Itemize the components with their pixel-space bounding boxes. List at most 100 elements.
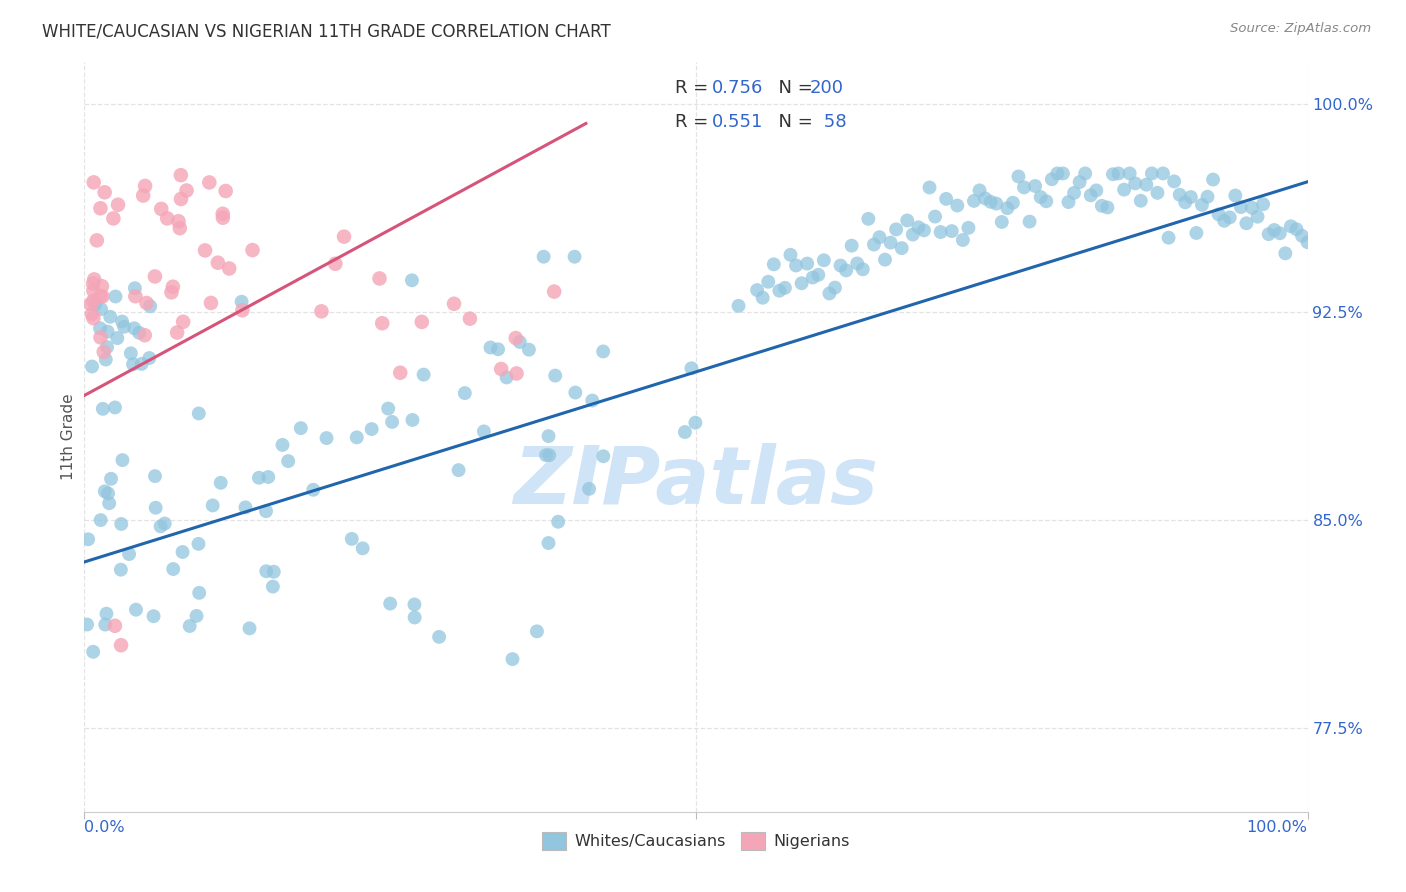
Text: N =: N = [766, 78, 818, 97]
Point [1063, 186, 1085, 200]
Point [963, 194, 986, 208]
Point [1057, 195, 1080, 210]
Point [1246, 210, 1268, 224]
Point [263, 565, 285, 579]
Point [779, 248, 801, 262]
Point [1230, 200, 1253, 214]
Point [912, 223, 935, 237]
Point [1240, 201, 1263, 215]
Point [796, 257, 818, 271]
Point [1102, 167, 1125, 181]
Point [89, 202, 111, 216]
Point [1052, 166, 1074, 180]
Point [176, 184, 198, 198]
Point [235, 500, 257, 515]
Point [169, 221, 191, 235]
Point [100, 472, 122, 486]
Point [1257, 227, 1279, 241]
Point [153, 516, 176, 531]
Point [801, 270, 824, 285]
Point [1118, 166, 1140, 180]
Point [879, 235, 901, 250]
Point [1097, 201, 1119, 215]
Point [673, 425, 696, 439]
Point [368, 271, 391, 285]
Point [537, 536, 560, 550]
Point [103, 211, 125, 226]
Point [1213, 214, 1236, 228]
Point [360, 422, 382, 436]
Point [82, 311, 104, 326]
Point [1202, 172, 1225, 186]
Point [969, 183, 991, 197]
Point [107, 198, 129, 212]
Point [564, 385, 586, 400]
Point [142, 609, 165, 624]
Point [517, 343, 540, 357]
Text: WHITE/CAUCASIAN VS NIGERIAN 11TH GRADE CORRELATION CHART: WHITE/CAUCASIAN VS NIGERIAN 11TH GRADE C… [42, 22, 612, 40]
Point [835, 263, 858, 277]
Point [830, 259, 852, 273]
Point [533, 250, 555, 264]
Point [401, 273, 423, 287]
Text: 200: 200 [810, 78, 844, 97]
Point [135, 296, 157, 310]
Point [980, 194, 1002, 209]
Point [1040, 172, 1063, 186]
Point [486, 343, 509, 357]
Point [1035, 194, 1057, 209]
Point [544, 368, 567, 383]
Point [505, 331, 527, 345]
Point [124, 289, 146, 303]
Point [1123, 177, 1146, 191]
Point [84, 297, 107, 311]
Point [1236, 216, 1258, 230]
Point [1291, 228, 1313, 243]
Point [1001, 195, 1024, 210]
Point [1180, 190, 1202, 204]
Point [257, 470, 280, 484]
Point [824, 280, 846, 294]
Point [262, 580, 284, 594]
Point [1024, 179, 1046, 194]
Point [1219, 211, 1241, 225]
Point [1080, 188, 1102, 202]
Point [80, 297, 103, 311]
Point [592, 449, 614, 463]
Point [1185, 226, 1208, 240]
Point [1157, 230, 1180, 244]
Point [170, 168, 193, 182]
Point [454, 386, 477, 401]
Text: 0.756: 0.756 [711, 78, 763, 97]
Point [94, 484, 117, 499]
Point [447, 463, 470, 477]
Point [412, 368, 434, 382]
Text: Source: ZipAtlas.com: Source: ZipAtlas.com [1230, 22, 1371, 36]
Point [890, 241, 912, 255]
Point [404, 598, 426, 612]
Point [807, 268, 830, 282]
Point [381, 415, 404, 429]
Point [411, 315, 433, 329]
Point [502, 652, 524, 666]
Text: 100.0%: 100.0% [1247, 820, 1308, 835]
Point [918, 180, 941, 194]
Y-axis label: 11th Grade: 11th Grade [60, 393, 76, 481]
Point [132, 188, 155, 202]
Text: 0.551: 0.551 [711, 112, 763, 130]
Point [93, 344, 115, 359]
Point [1046, 166, 1069, 180]
Text: 58: 58 [818, 112, 846, 130]
Point [170, 192, 193, 206]
Point [166, 326, 188, 340]
Point [149, 519, 172, 533]
Point [974, 191, 997, 205]
Point [212, 211, 235, 225]
Point [122, 357, 145, 371]
Point [377, 401, 399, 416]
Point [957, 220, 980, 235]
Point [995, 201, 1018, 215]
Point [111, 453, 134, 467]
Point [495, 370, 517, 384]
Point [83, 272, 105, 286]
